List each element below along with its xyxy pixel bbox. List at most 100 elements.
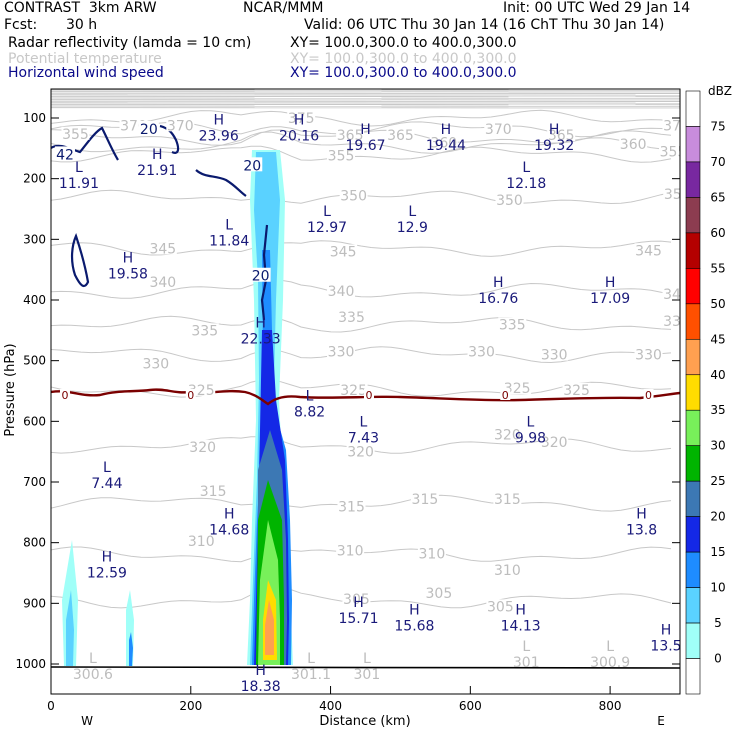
colorbar-swatch-70 bbox=[685, 161, 701, 198]
theta-label-bg bbox=[493, 491, 522, 505]
extremum-value: 15.71 bbox=[338, 611, 378, 627]
colorbar-label: 15 bbox=[710, 545, 725, 559]
theta-label: 330 bbox=[468, 345, 495, 361]
colorbar-label: 0 bbox=[714, 652, 722, 666]
theta-label: 310 bbox=[337, 544, 364, 560]
extremum-letter: L bbox=[306, 388, 314, 404]
model-name: CONTRAST 3km ARW bbox=[4, 0, 157, 16]
colorbar-label: 55 bbox=[710, 261, 725, 275]
extremum-letter: L bbox=[307, 651, 315, 667]
theta-label-bg bbox=[634, 243, 663, 257]
theta-label: 335 bbox=[191, 323, 218, 339]
colorbar-swatch-55 bbox=[685, 268, 701, 305]
theta-label-bg bbox=[199, 484, 228, 498]
extremum-value: 13.8 bbox=[626, 523, 657, 539]
extremum-value: 19.32 bbox=[534, 138, 574, 154]
theta-label: 320 bbox=[541, 435, 568, 451]
extremum-value: 14.13 bbox=[501, 619, 541, 635]
extremum-value: 16.76 bbox=[478, 291, 518, 307]
y-tick-label: 200 bbox=[23, 172, 46, 186]
extremum-value: 19.67 bbox=[345, 138, 385, 154]
zero-isotherm bbox=[51, 388, 680, 406]
x-tick-label: 400 bbox=[319, 699, 342, 713]
wind-label: 20 bbox=[252, 269, 270, 285]
field-theta-name: Potential temperature bbox=[8, 51, 162, 67]
theta-label: 315 bbox=[494, 492, 521, 508]
extremum-value: 8.82 bbox=[294, 404, 325, 420]
wind-label: 20 bbox=[140, 122, 158, 138]
extremum-letter: H bbox=[360, 122, 371, 138]
theta-label-bg bbox=[339, 382, 368, 396]
extremum-value: 15.68 bbox=[394, 619, 434, 635]
extremum-letter: H bbox=[409, 603, 420, 619]
field-wind-name: Horizontal wind speed bbox=[8, 65, 164, 81]
extremum-value: 12.97 bbox=[307, 220, 347, 236]
extremum-value: 9.98 bbox=[515, 430, 546, 446]
extremum-value: 7.44 bbox=[91, 476, 122, 492]
theta-label-bg bbox=[327, 148, 356, 162]
theta-label: 305 bbox=[487, 599, 514, 615]
theta-label-bg bbox=[327, 344, 356, 358]
extremum-letter: H bbox=[636, 507, 647, 523]
theta-label-bg bbox=[662, 118, 680, 132]
theta-label-bg bbox=[187, 533, 216, 547]
theta-label: 375 bbox=[663, 118, 690, 134]
theta-label: 355 bbox=[328, 149, 355, 165]
valid-time: Valid: 06 UTC Thu 30 Jan 14 (16 ChT Thu … bbox=[304, 17, 665, 33]
theta-label-bg bbox=[662, 314, 680, 328]
extremum-letter: L bbox=[408, 204, 416, 220]
theta-label: 340 bbox=[663, 287, 690, 303]
zero-label-bg bbox=[363, 389, 374, 400]
theta-label: 375 bbox=[288, 111, 315, 127]
theta-isoline-360 bbox=[51, 131, 672, 154]
theta-isoline-355 bbox=[51, 145, 672, 163]
theta-label: 335 bbox=[663, 314, 690, 330]
zero-line-label: 0 bbox=[645, 389, 652, 402]
theta-label: 350 bbox=[496, 193, 523, 209]
theta-label: 310 bbox=[188, 534, 215, 550]
extremum-letter: L bbox=[359, 414, 367, 430]
extremum-letter: L bbox=[527, 414, 535, 430]
theta-label-bg bbox=[287, 111, 316, 124]
refl-10-west-a bbox=[66, 590, 74, 666]
extremum-letter: H bbox=[493, 275, 504, 291]
extremum-letter: H bbox=[123, 251, 134, 267]
wind-label-bg bbox=[250, 267, 271, 282]
fcst-value: 30 h bbox=[66, 17, 98, 33]
colorbar-swatch-60 bbox=[685, 232, 701, 269]
theta-label: 365 bbox=[337, 128, 364, 144]
theta-label-bg bbox=[339, 188, 368, 202]
y-tick-label: 900 bbox=[23, 596, 46, 610]
theta-label: 320 bbox=[347, 445, 374, 461]
plot-frame bbox=[50, 88, 681, 695]
theta-label-bg bbox=[141, 356, 170, 370]
colorbar-label: 50 bbox=[710, 297, 725, 311]
theta-label: 315 bbox=[200, 484, 227, 500]
extremum-value: 23.96 bbox=[199, 128, 239, 144]
theta-label: 320 bbox=[189, 440, 216, 456]
colorbar-label: 75 bbox=[710, 119, 725, 133]
theta-label: 365 bbox=[548, 128, 575, 144]
theta-label-bg bbox=[540, 434, 569, 448]
theta-label: 360 bbox=[430, 135, 457, 151]
extremum-letter: H bbox=[224, 507, 235, 523]
theta-label-bg bbox=[329, 244, 358, 258]
extremum-letter: L bbox=[323, 204, 331, 220]
wind-label-bg bbox=[138, 120, 159, 135]
theta-label: 360 bbox=[620, 137, 647, 153]
extremum-letter: L bbox=[75, 160, 83, 176]
fcst-label: Fcst: bbox=[4, 17, 38, 33]
theta-label-bg bbox=[342, 592, 371, 606]
field-reflectivity-xy: XY= 100.0,300.0 to 400.0,300.0 bbox=[290, 35, 517, 51]
surface-line bbox=[51, 666, 680, 669]
center-name: NCAR/MMM bbox=[243, 0, 324, 16]
extremum-letter: H bbox=[152, 147, 163, 163]
y-axis-label: Pressure (hPa) bbox=[3, 343, 18, 436]
refl-45-core bbox=[265, 600, 274, 655]
colorbar-label: 70 bbox=[710, 155, 725, 169]
theta-label-bg bbox=[619, 137, 648, 151]
theta-label-bg bbox=[540, 347, 569, 361]
